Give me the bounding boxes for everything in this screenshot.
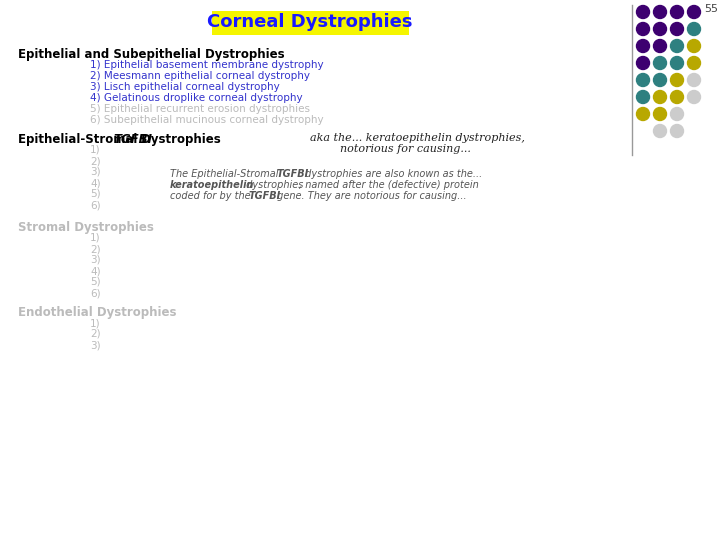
- Circle shape: [670, 5, 683, 18]
- Circle shape: [688, 23, 701, 36]
- Circle shape: [636, 57, 649, 70]
- Text: , named after the (defective) protein: , named after the (defective) protein: [299, 180, 479, 190]
- Circle shape: [636, 39, 649, 52]
- Circle shape: [654, 125, 667, 138]
- Text: gene. They are notorious for causing...: gene. They are notorious for causing...: [274, 191, 467, 201]
- Circle shape: [654, 57, 667, 70]
- Text: 1): 1): [90, 233, 101, 243]
- Circle shape: [636, 23, 649, 36]
- Text: Epithelial and Subepithelial Dystrophies: Epithelial and Subepithelial Dystrophies: [18, 48, 284, 61]
- Text: TGFBI: TGFBI: [113, 133, 152, 146]
- Text: 1) Epithelial basement membrane dystrophy: 1) Epithelial basement membrane dystroph…: [90, 60, 323, 70]
- Circle shape: [654, 39, 667, 52]
- Text: TGFBI: TGFBI: [249, 191, 282, 201]
- Text: 3) Lisch epithelial corneal dystrophy: 3) Lisch epithelial corneal dystrophy: [90, 82, 280, 92]
- Circle shape: [654, 91, 667, 104]
- Circle shape: [670, 57, 683, 70]
- Text: 2) Meesmann epithelial corneal dystrophy: 2) Meesmann epithelial corneal dystrophy: [90, 71, 310, 81]
- Circle shape: [636, 5, 649, 18]
- Text: 3): 3): [90, 255, 101, 265]
- Text: 1): 1): [90, 318, 101, 328]
- Text: 2): 2): [90, 156, 101, 166]
- Circle shape: [670, 39, 683, 52]
- Text: Corneal Dystrophies: Corneal Dystrophies: [207, 13, 413, 31]
- Text: 4): 4): [90, 178, 101, 188]
- Circle shape: [670, 73, 683, 86]
- Text: notorious for causing...: notorious for causing...: [340, 144, 471, 154]
- Text: 5): 5): [90, 189, 101, 199]
- Circle shape: [636, 73, 649, 86]
- Text: coded for by the: coded for by the: [170, 191, 253, 201]
- Circle shape: [654, 73, 667, 86]
- Text: 5) Epithelial recurrent erosion dystrophies: 5) Epithelial recurrent erosion dystroph…: [90, 104, 310, 114]
- Circle shape: [636, 91, 649, 104]
- Circle shape: [688, 39, 701, 52]
- Circle shape: [670, 91, 683, 104]
- Circle shape: [654, 23, 667, 36]
- Text: 4): 4): [90, 266, 101, 276]
- Circle shape: [670, 107, 683, 120]
- Text: The Epithelial-Stromal: The Epithelial-Stromal: [170, 169, 282, 179]
- Text: 6) Subepithelial mucinous corneal dystrophy: 6) Subepithelial mucinous corneal dystro…: [90, 115, 323, 125]
- Text: dystrophies: dystrophies: [243, 180, 303, 190]
- Text: 6): 6): [90, 200, 101, 210]
- Text: 3): 3): [90, 340, 101, 350]
- Circle shape: [654, 5, 667, 18]
- Text: Dystrophies: Dystrophies: [137, 133, 221, 146]
- Circle shape: [688, 91, 701, 104]
- Text: keratoepithelin: keratoepithelin: [170, 180, 254, 190]
- FancyBboxPatch shape: [212, 11, 408, 35]
- Text: 5): 5): [90, 277, 101, 287]
- Text: dystrophies are also known as the...: dystrophies are also known as the...: [302, 169, 482, 179]
- Circle shape: [636, 107, 649, 120]
- Circle shape: [654, 107, 667, 120]
- Text: TGFBI: TGFBI: [277, 169, 310, 179]
- Circle shape: [688, 5, 701, 18]
- Text: 1): 1): [90, 145, 101, 155]
- Circle shape: [670, 23, 683, 36]
- Text: 3): 3): [90, 167, 101, 177]
- Circle shape: [670, 125, 683, 138]
- Text: Endothelial Dystrophies: Endothelial Dystrophies: [18, 306, 176, 319]
- Text: aka the... keratoepithelin dystrophies,: aka the... keratoepithelin dystrophies,: [310, 133, 525, 143]
- Circle shape: [688, 73, 701, 86]
- Text: 2): 2): [90, 329, 101, 339]
- Text: Epithelial-Stromal: Epithelial-Stromal: [18, 133, 142, 146]
- Text: 4) Gelatinous droplike corneal dystrophy: 4) Gelatinous droplike corneal dystrophy: [90, 93, 302, 103]
- Text: 6): 6): [90, 288, 101, 298]
- Circle shape: [688, 57, 701, 70]
- Text: 55: 55: [704, 4, 718, 14]
- Text: 2): 2): [90, 244, 101, 254]
- Text: Stromal Dystrophies: Stromal Dystrophies: [18, 221, 154, 234]
